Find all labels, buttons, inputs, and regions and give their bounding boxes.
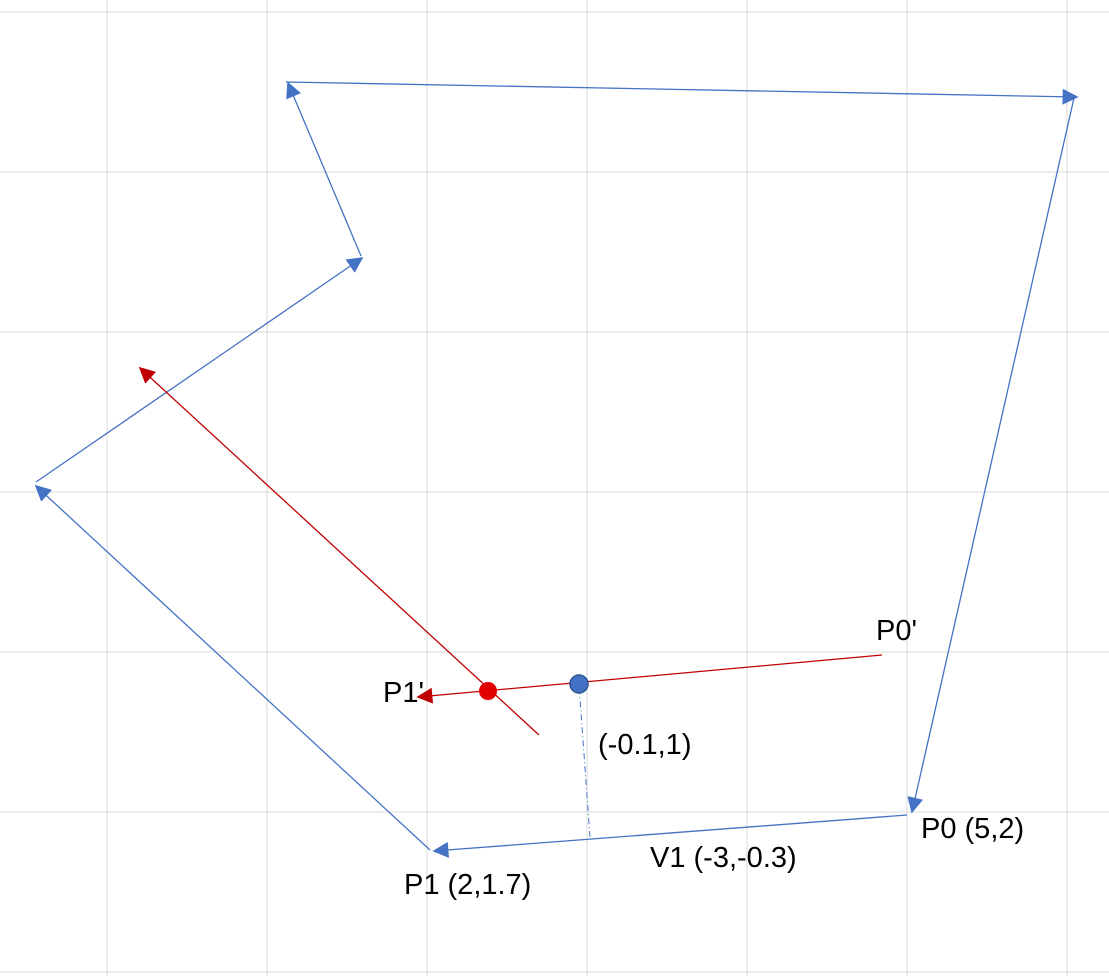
intersection-point (479, 682, 497, 700)
label-normal: (-0.1,1) (598, 729, 691, 761)
labels: P0' P1' (-0.1,1) P0 (5,2) V1 (-3,-0.3) P… (383, 615, 1024, 901)
polygon-edge-v1 (432, 814, 908, 858)
label-p0: P0 (5,2) (921, 813, 1024, 845)
polygon-edge (34, 484, 431, 851)
label-p1-prime: P1' (383, 677, 424, 709)
label-v1: V1 (-3,-0.3) (650, 842, 797, 874)
offset-edge-next (138, 366, 540, 736)
projection-point (569, 674, 589, 694)
polygon-edge (35, 257, 364, 483)
polygon-edge (286, 81, 362, 257)
polygon-edge (907, 97, 1075, 814)
polygon (34, 81, 1079, 858)
label-p1: P1 (2,1.7) (404, 869, 531, 901)
normal-dashed-line (578, 684, 591, 838)
label-p0-prime: P0' (876, 615, 917, 647)
offset-lines (138, 366, 883, 736)
polygon-edge (285, 81, 1079, 105)
